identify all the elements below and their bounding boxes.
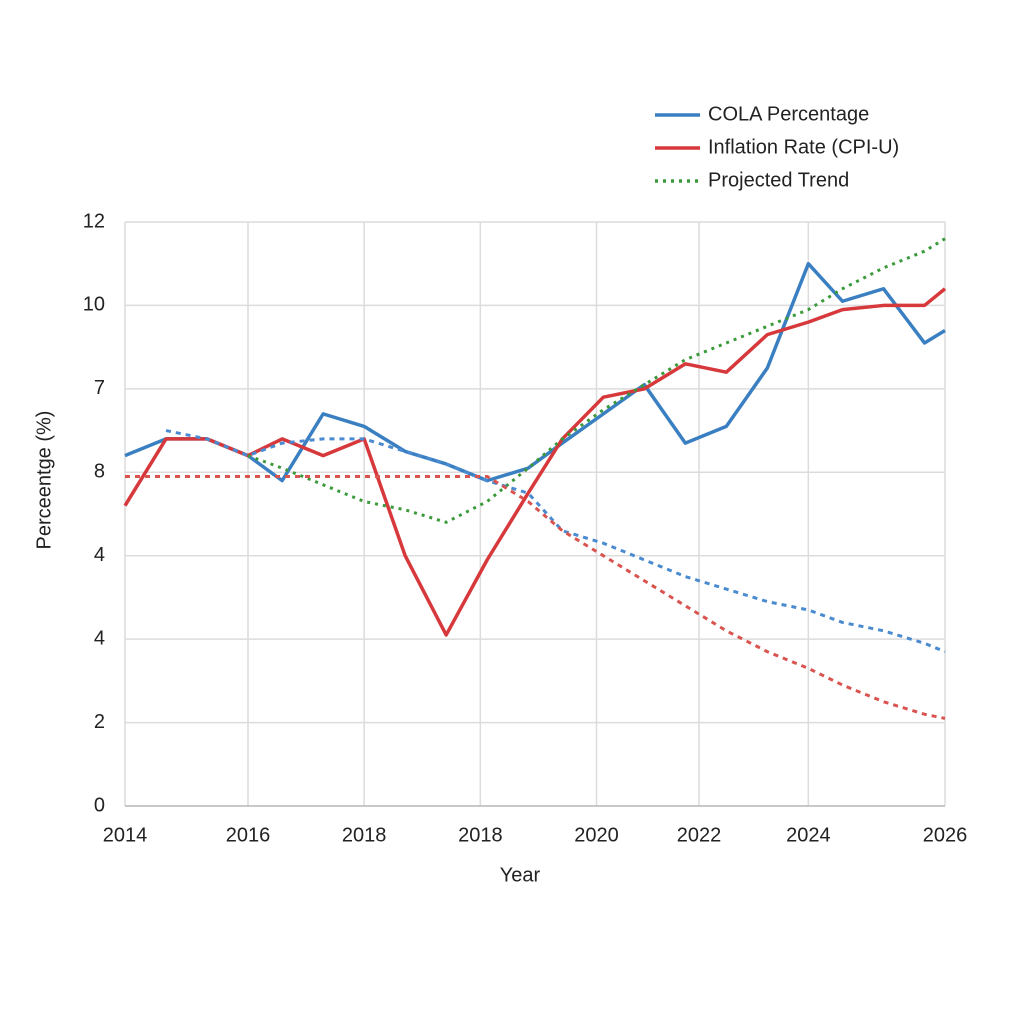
y-tick-label: 4 — [94, 627, 105, 649]
legend-label: Projected Trend — [708, 169, 849, 191]
y-tick-label: 7 — [94, 377, 105, 399]
y-tick-label: 2 — [94, 711, 105, 733]
legend-label: Inflation Rate (CPI-U) — [708, 136, 899, 158]
series-line — [124, 261, 946, 483]
y-tick-label: 8 — [94, 461, 105, 483]
x-tick-label: 2018 — [458, 824, 503, 846]
x-tick-label: 2026 — [923, 824, 968, 846]
x-axis-label: Year — [500, 864, 541, 886]
x-tick-label: 2014 — [103, 824, 148, 846]
y-tick-label: 4 — [94, 544, 105, 566]
x-tick-label: 2024 — [786, 824, 831, 846]
y-tick-label: 12 — [83, 210, 105, 232]
legend-label: COLA Percentage — [708, 103, 869, 125]
series-line — [247, 237, 946, 524]
x-tick-label: 2018 — [342, 824, 387, 846]
x-tick-label: 2022 — [677, 824, 722, 846]
series-line — [125, 474, 946, 720]
y-tick-label: 10 — [83, 294, 105, 316]
y-tick-label: 0 — [94, 794, 105, 816]
x-tick-label: 2016 — [226, 824, 271, 846]
x-tick-label: 2020 — [574, 824, 619, 846]
series-line — [123, 287, 947, 637]
series-line — [165, 429, 946, 654]
y-axis-label: Perceentge (%) — [33, 411, 55, 550]
